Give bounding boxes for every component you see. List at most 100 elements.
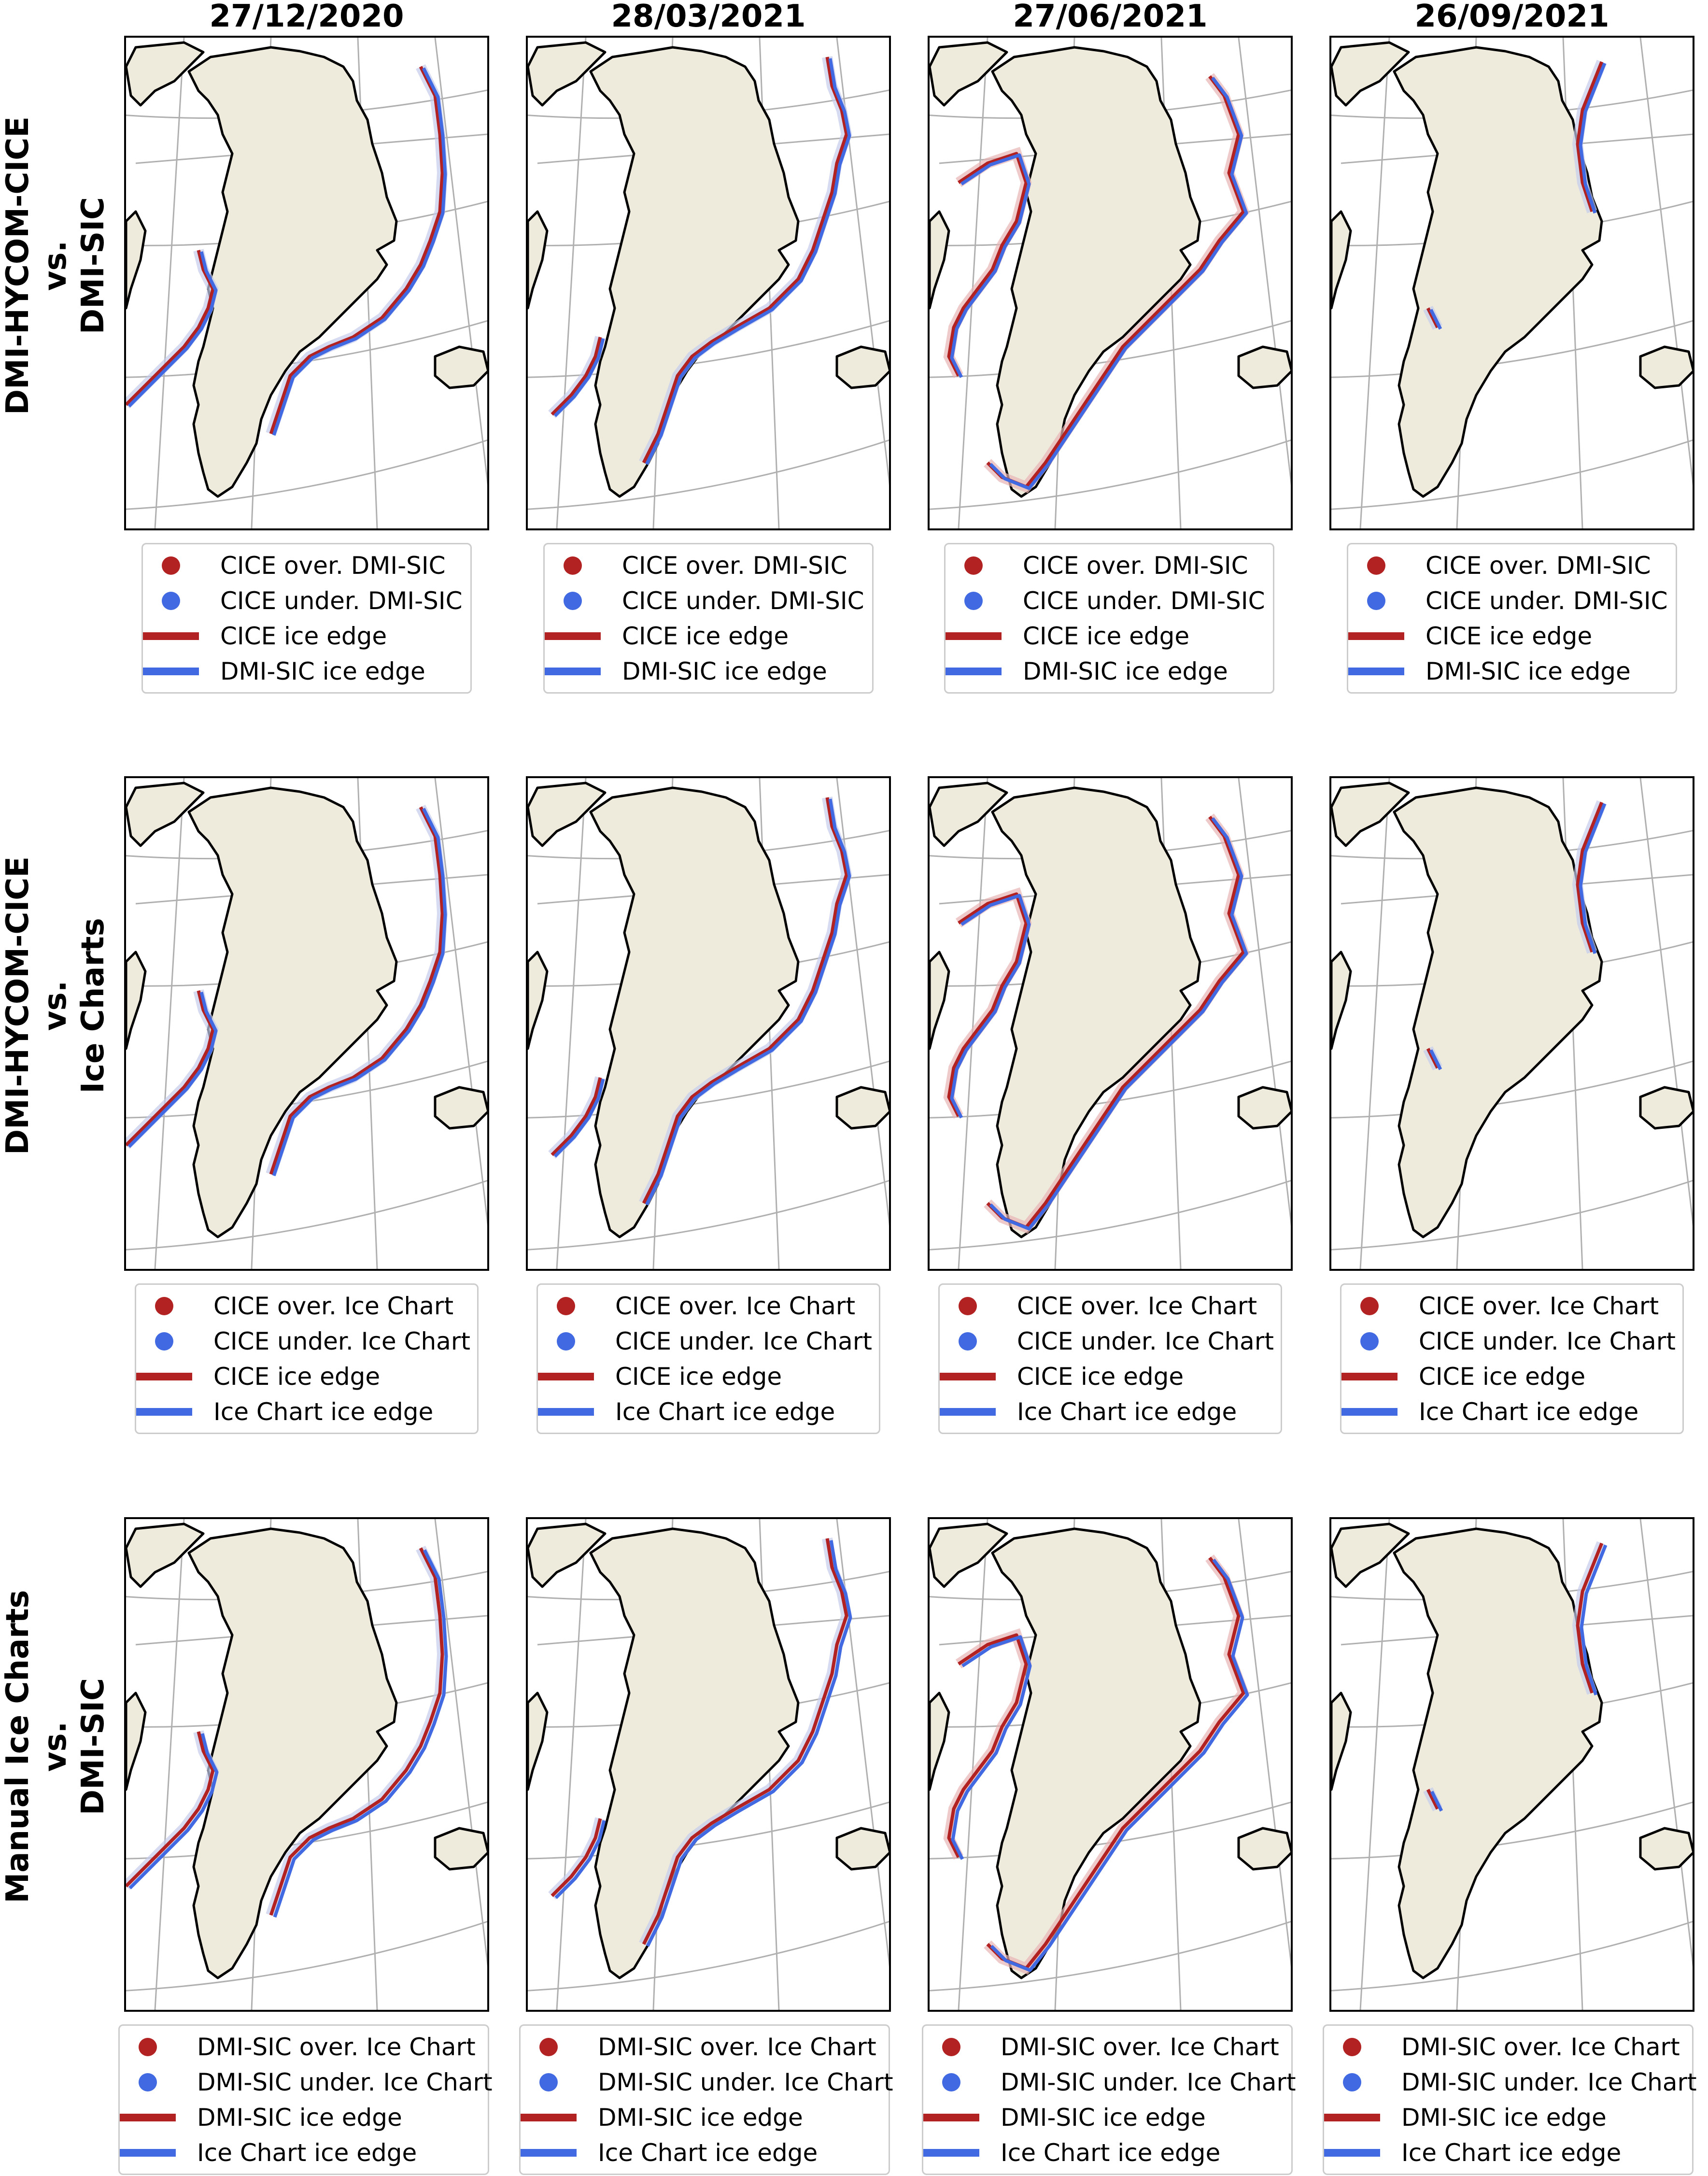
parallel-line	[1331, 1920, 1693, 1991]
legend-dot-marker	[1360, 1297, 1379, 1315]
legend-label: CICE over. DMI-SIC	[1426, 552, 1651, 580]
meridian-line	[1359, 1519, 1390, 2010]
legend-label: CICE over. Ice Chart	[213, 1292, 454, 1320]
meridian-line	[958, 1519, 988, 2010]
meridian-line	[958, 778, 988, 1269]
legend-dot-marker	[139, 2073, 157, 2091]
west-ice-edge-reference	[554, 1820, 606, 1899]
meridian-line	[1359, 778, 1390, 1269]
legend-entry: CICE under. DMI-SIC	[946, 583, 1273, 618]
east-ice-edge-reference	[990, 1558, 1249, 1972]
west-ice-edge-reference	[127, 251, 218, 408]
legend-dot-marker	[162, 592, 180, 610]
legend-label: Ice Chart ice edge	[1401, 2139, 1622, 2167]
legend-entry: Ice Chart ice edge	[923, 2135, 1291, 2170]
meridian-line	[154, 778, 185, 1269]
baffin-land	[528, 951, 549, 1050]
legend-label: CICE under. DMI-SIC	[220, 587, 463, 615]
legend-entry: CICE under. DMI-SIC	[545, 583, 872, 618]
meridian-line	[1639, 38, 1693, 486]
parallel-line	[528, 1180, 889, 1251]
parallel-line	[126, 1920, 487, 1991]
greenland-land	[991, 46, 1201, 498]
legend-line-marker	[1348, 632, 1404, 640]
legend-label: DMI-SIC ice edge	[1426, 657, 1631, 685]
map-panel	[526, 776, 891, 1271]
east-ice-edge-primary	[642, 57, 848, 464]
legend-dot-marker	[1343, 2038, 1361, 2056]
legend-entry: DMI-SIC ice edge	[946, 654, 1273, 689]
legend-label: CICE under. DMI-SIC	[1426, 587, 1668, 615]
map-panel	[1329, 776, 1694, 1271]
east-ice-edge-primary	[986, 75, 1245, 489]
west-ice-edge-primary	[551, 337, 602, 416]
greenland-land	[991, 1527, 1201, 1979]
legend-label: CICE over. DMI-SIC	[1023, 552, 1248, 580]
legend-entry: DMI-SIC ice edge	[545, 654, 872, 689]
map-panel	[124, 36, 489, 530]
legend-entry: DMI-SIC ice edge	[521, 2100, 889, 2135]
iceland-land	[434, 345, 487, 389]
east-ice-edge-reference	[645, 798, 851, 1206]
baffin-land	[528, 210, 549, 310]
legend-label: Ice Chart ice edge	[615, 1398, 835, 1426]
west-ice-edge-primary	[126, 990, 215, 1147]
ellesmere-land	[930, 1522, 1008, 1588]
legend: DMI-SIC over. Ice Chart DMI-SIC under. Ic…	[118, 2024, 493, 2175]
legend-line-marker	[1341, 1408, 1397, 1416]
greenland-map	[930, 38, 1291, 528]
legend-entry: DMI-SIC ice edge	[923, 2100, 1291, 2135]
legend-entry: DMI-SIC under. Ice Chart	[1324, 2065, 1697, 2100]
legend-entry: CICE ice edge	[940, 1359, 1281, 1394]
greenland-land	[991, 786, 1201, 1238]
legend-entry: CICE over. Ice Chart	[940, 1289, 1281, 1323]
west-ice-edge-primary	[947, 1633, 1028, 1858]
ellesmere-land	[930, 41, 1008, 107]
east-ice-edge-reference	[1580, 1544, 1608, 1696]
baffin-land	[126, 951, 147, 1050]
legend-label: DMI-SIC under. Ice Chart	[197, 2068, 493, 2096]
legend-line-marker	[1324, 2114, 1380, 2121]
parallel-line	[1331, 1801, 1693, 1860]
legend-label: CICE ice edge	[1017, 1363, 1184, 1391]
legend-dot-marker	[539, 2038, 558, 2056]
legend-dot-marker	[964, 556, 983, 575]
west-ice-edge-reference	[553, 338, 605, 417]
legend-dot-marker	[1343, 2073, 1361, 2091]
legend-dot-marker	[1360, 1332, 1379, 1351]
greenland-map	[126, 1519, 487, 2010]
legend-entry: CICE under. Ice Chart	[940, 1324, 1281, 1359]
legend-dot-marker	[1367, 592, 1385, 610]
legend-entry: CICE over. Ice Chart	[538, 1289, 879, 1323]
greenland-land	[187, 1527, 398, 1979]
legend-dot-marker	[155, 1297, 173, 1315]
legend-entry: CICE ice edge	[946, 619, 1273, 654]
greenland-land	[589, 786, 800, 1238]
legend: CICE over. DMI-SIC CICE under. DMI-SIC CIC…	[1347, 543, 1677, 694]
east-ice-edge-primary	[642, 1538, 848, 1945]
parallel-line	[1331, 1060, 1693, 1119]
map-panel	[1329, 36, 1694, 530]
legend-label: DMI-SIC over. Ice Chart	[598, 2033, 876, 2061]
legend-line-marker	[521, 2114, 577, 2121]
ellesmere-land	[1331, 41, 1410, 107]
ellesmere-land	[126, 41, 205, 107]
legend-entry: CICE ice edge	[136, 1359, 477, 1394]
ellesmere-land	[930, 782, 1008, 847]
row-title-1-line-3: DMI-SIC	[75, 197, 111, 335]
legend-line-marker	[143, 632, 199, 640]
legend-line-marker	[1341, 1373, 1397, 1380]
legend-label: DMI-SIC over. Ice Chart	[197, 2033, 476, 2061]
legend-label: CICE under. Ice Chart	[615, 1327, 872, 1355]
legend-dot-marker	[139, 2038, 157, 2056]
ellesmere-land	[528, 782, 607, 847]
legend-entry: CICE ice edge	[538, 1359, 879, 1394]
legend-line-marker	[1324, 2149, 1380, 2157]
meridian-line	[1238, 778, 1291, 1226]
legend-line-marker	[923, 2114, 979, 2121]
legend-dot-marker	[539, 2073, 558, 2091]
legend-dot-marker	[1367, 556, 1385, 575]
legend-label: CICE ice edge	[220, 622, 387, 650]
legend-line-marker	[143, 668, 199, 675]
greenland-land	[187, 786, 398, 1238]
